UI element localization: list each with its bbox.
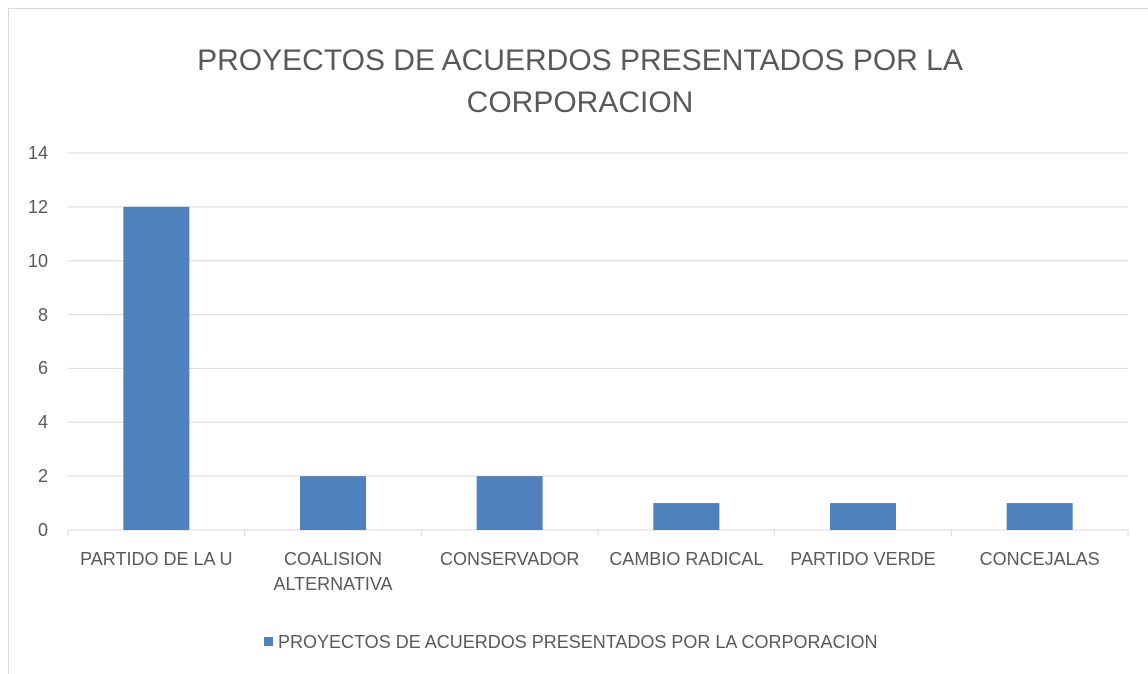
bar — [653, 503, 720, 530]
x-tick-label: CAMBIO RADICAL — [609, 549, 764, 569]
x-tick-label: PARTIDO VERDE — [790, 549, 936, 569]
legend-label: PROYECTOS DE ACUERDOS PRESENTADOS POR LA… — [278, 632, 878, 652]
y-tick-label: 14 — [27, 143, 48, 163]
x-tick-label: CONCEJALAS — [979, 549, 1100, 569]
y-tick-label: 12 — [27, 196, 48, 217]
y-tick-label: 4 — [37, 412, 48, 433]
chart-title: PROYECTOS DE ACUERDOS PRESENTADOS POR LA… — [197, 44, 963, 119]
bar — [1006, 503, 1073, 530]
x-tick-label: COALISION ALTERNATIVA — [273, 549, 393, 594]
x-tick-label: PARTIDO DE LA U — [80, 549, 233, 569]
bar — [830, 503, 896, 530]
chart-frame — [8, 8, 1148, 674]
y-tick-label: 0 — [37, 520, 48, 540]
legend-swatch — [264, 637, 273, 646]
bar — [476, 476, 543, 530]
y-tick-label: 8 — [37, 304, 48, 325]
y-tick-label: 10 — [27, 250, 48, 271]
bar — [123, 206, 190, 530]
y-tick-label: 2 — [37, 466, 48, 487]
x-tick-label: CONSERVADOR — [439, 549, 580, 569]
y-tick-label: 6 — [37, 358, 48, 379]
bar — [300, 476, 366, 530]
